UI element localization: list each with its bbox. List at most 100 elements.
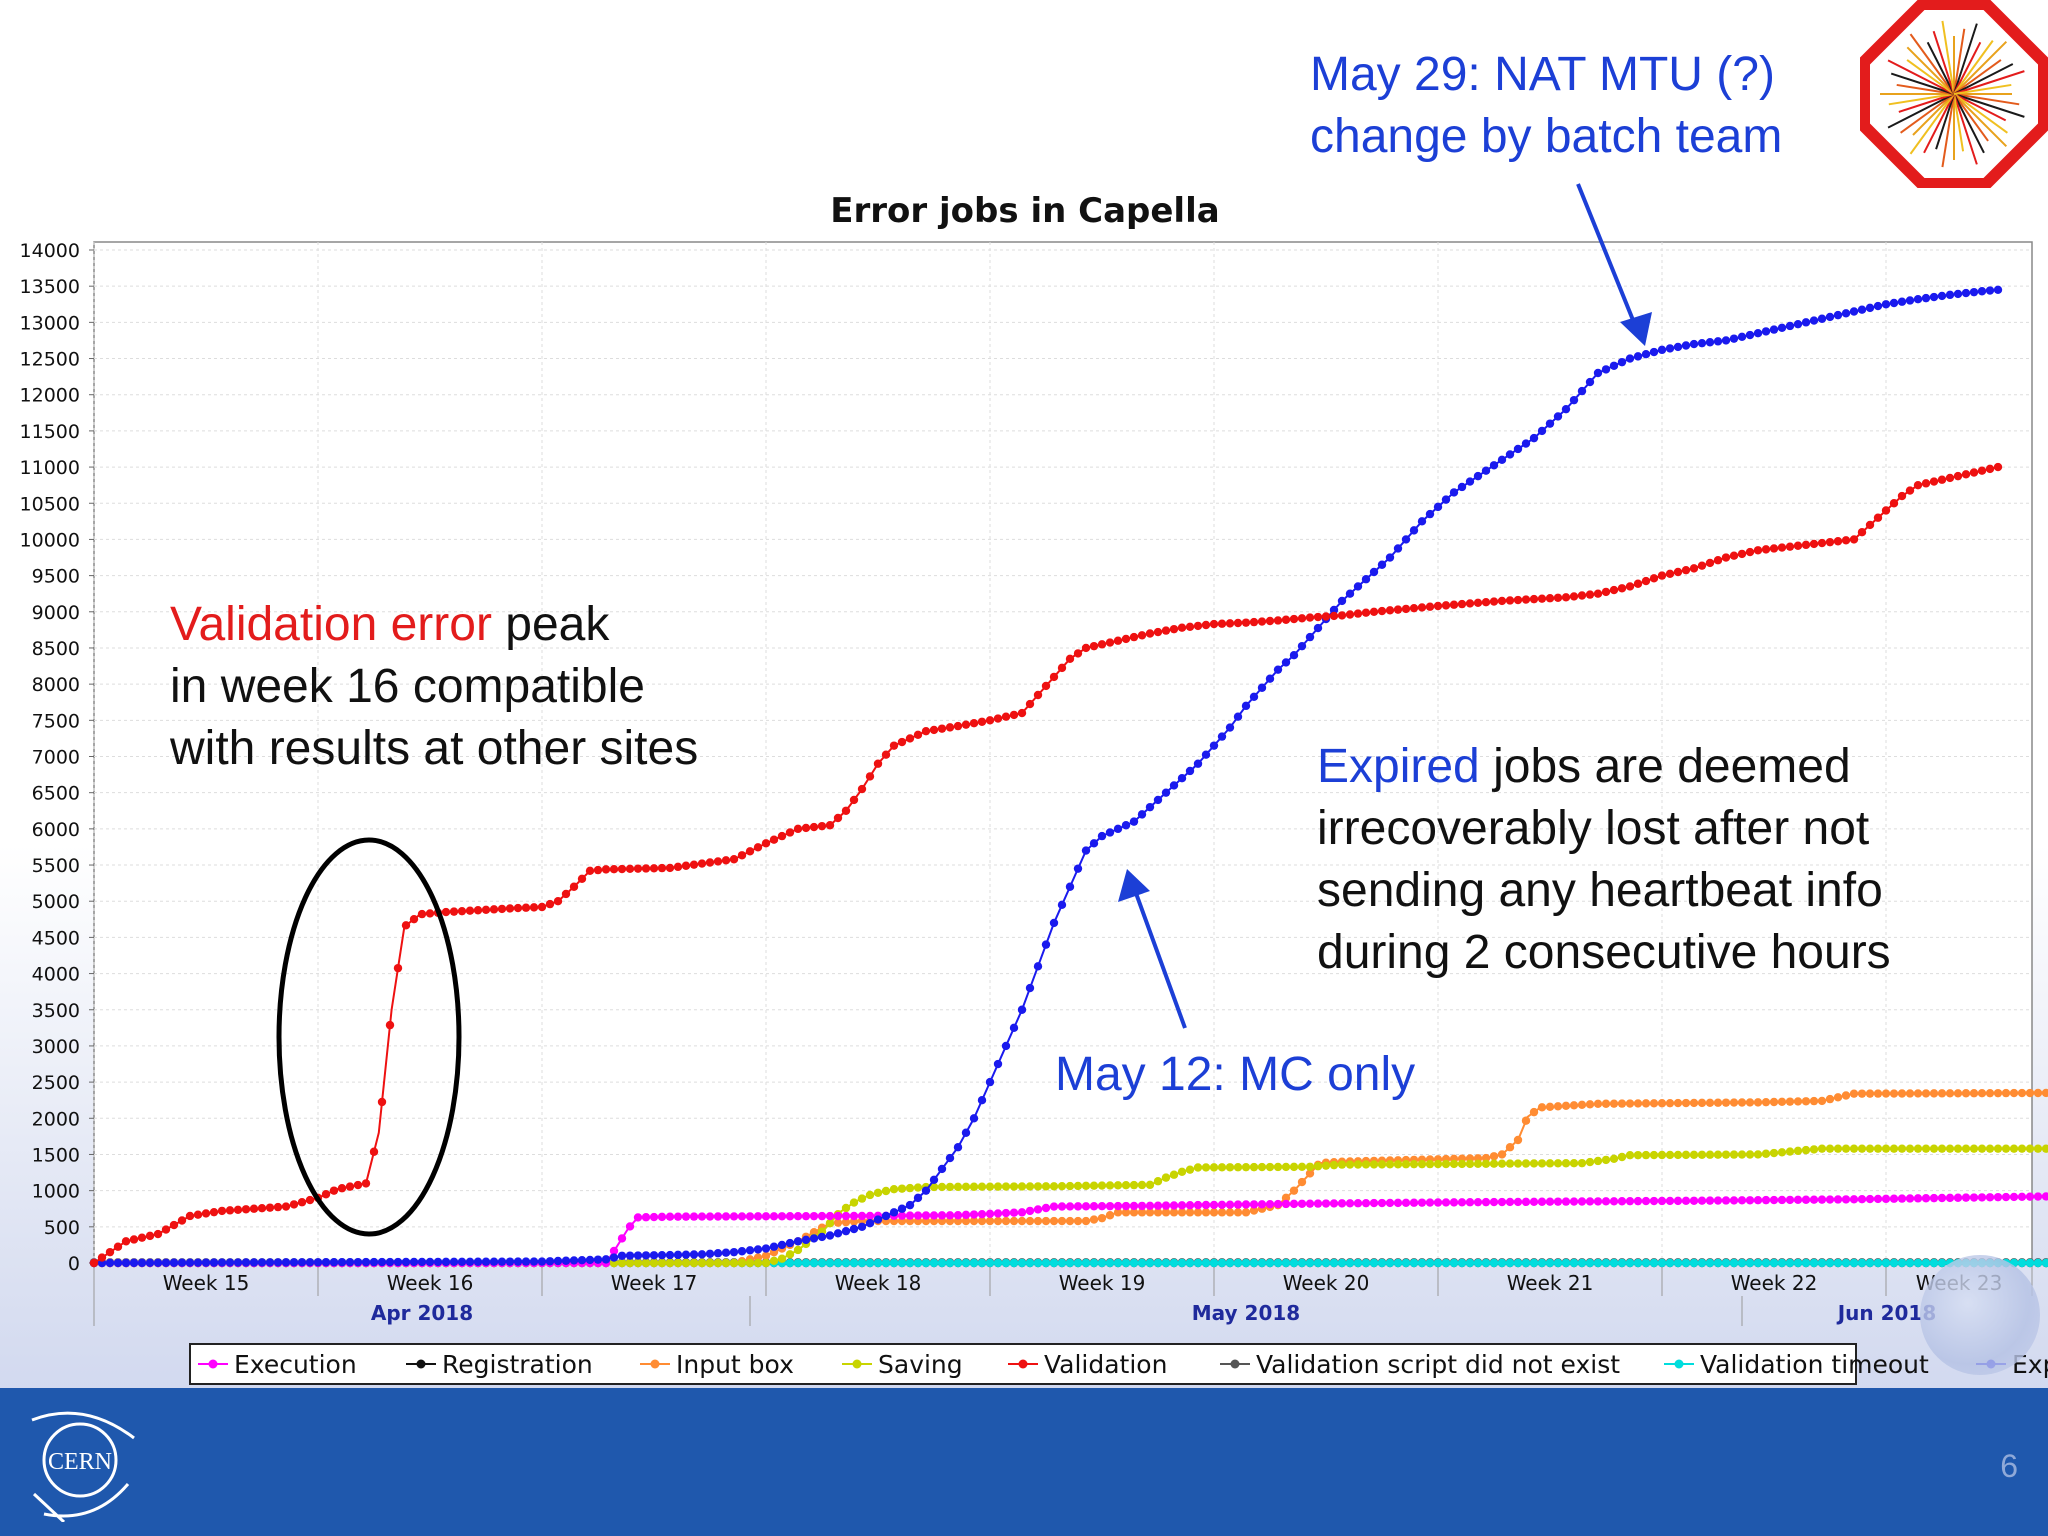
data-point (1609, 585, 1619, 595)
data-point (1769, 1195, 1779, 1205)
data-point (945, 1153, 955, 1163)
data-point (1873, 1258, 1883, 1268)
data-point (1337, 1160, 1347, 1169)
data-point (1313, 1199, 1323, 1208)
data-point (1897, 1089, 1907, 1098)
data-point (1777, 1148, 1787, 1157)
data-point (1009, 1258, 1019, 1268)
data-point (1249, 1162, 1259, 1172)
data-point (1177, 1201, 1187, 1210)
data-point (1089, 839, 1099, 848)
y-axis-ticks: 0 500 1000 1500 2000 2500 3000 3500 4000 4500 5000… (20, 240, 94, 1275)
data-point (593, 865, 603, 875)
data-point (1689, 1150, 1699, 1160)
data-point (969, 1114, 979, 1123)
data-point (1049, 1216, 1059, 1226)
data-point (825, 1219, 835, 1228)
data-point (809, 822, 819, 832)
data-point (1025, 1206, 1035, 1216)
data-point (1297, 1162, 1307, 1172)
data-point (1841, 309, 1851, 318)
data-point (825, 821, 835, 830)
data-point (1217, 1258, 1227, 1268)
data-point (1657, 1258, 1667, 1268)
data-point (761, 839, 771, 848)
data-point (1505, 596, 1515, 605)
data-point (1465, 1198, 1475, 1207)
data-point (769, 1242, 779, 1251)
data-point (1945, 473, 1955, 483)
data-point (481, 1257, 491, 1266)
data-point (1569, 1197, 1579, 1206)
data-point (785, 1238, 795, 1248)
data-point (1321, 1161, 1331, 1170)
data-point (817, 821, 827, 831)
data-point (313, 1258, 323, 1267)
data-point (921, 1186, 931, 1195)
data-point (897, 1184, 907, 1193)
data-point (865, 1211, 875, 1221)
data-point (1513, 1258, 1523, 1268)
data-point (1209, 741, 1219, 750)
data-point (1641, 1258, 1651, 1268)
data-point (609, 1253, 619, 1262)
data-point (1809, 539, 1819, 549)
data-point (905, 1258, 915, 1268)
data-point (793, 824, 803, 834)
data-point (1193, 1208, 1203, 1217)
data-point (753, 1212, 763, 1221)
data-point (1417, 517, 1427, 526)
data-point (697, 1258, 707, 1268)
data-point (2001, 1088, 2011, 1098)
data-point (465, 1257, 475, 1266)
data-point (809, 1258, 819, 1268)
data-point (1153, 1177, 1163, 1186)
data-point (1353, 1199, 1363, 1208)
data-point (1057, 1202, 1067, 1211)
data-point (1801, 318, 1811, 327)
data-point (177, 1216, 187, 1225)
data-point (169, 1258, 179, 1267)
data-point (217, 1258, 227, 1267)
data-point (1881, 1194, 1891, 1204)
data-point (1105, 1258, 1115, 1268)
data-point (1385, 553, 1395, 562)
data-point (1025, 1182, 1035, 1191)
data-point (785, 1250, 795, 1259)
data-point (1345, 1160, 1355, 1169)
data-point (1969, 1089, 1979, 1098)
atom-ray (1890, 72, 1955, 95)
data-point (1601, 1099, 1611, 1108)
data-point (1241, 618, 1251, 627)
data-point (985, 1077, 995, 1087)
annotation-expired-line2: irrecoverably lost after not (1317, 802, 1870, 855)
data-point (881, 1258, 891, 1268)
data-point (1121, 1258, 1131, 1268)
data-point (1361, 1198, 1371, 1208)
data-point (1089, 1202, 1099, 1211)
data-point (977, 1258, 987, 1268)
data-point (729, 1212, 739, 1221)
y-tick-label: 12500 (20, 349, 80, 371)
data-point (1817, 1096, 1827, 1106)
data-point (1161, 1208, 1171, 1217)
data-point (945, 1258, 955, 1268)
data-point (857, 1194, 867, 1203)
data-point (1209, 1258, 1219, 1268)
data-point (1497, 1258, 1507, 1268)
data-point (537, 1257, 547, 1266)
data-point (545, 1257, 555, 1266)
data-point (1057, 900, 1067, 910)
data-point (1297, 1177, 1307, 1187)
data-point (1217, 619, 1227, 628)
data-point (1665, 1258, 1675, 1268)
data-point (785, 1258, 795, 1268)
data-point (1585, 1157, 1595, 1167)
data-point (1081, 643, 1091, 653)
data-point (1649, 574, 1659, 583)
grid-lines (93, 242, 2032, 1264)
data-point (1681, 565, 1691, 575)
data-point (857, 1222, 867, 1232)
data-point (665, 1212, 675, 1221)
data-point (673, 1212, 683, 1221)
